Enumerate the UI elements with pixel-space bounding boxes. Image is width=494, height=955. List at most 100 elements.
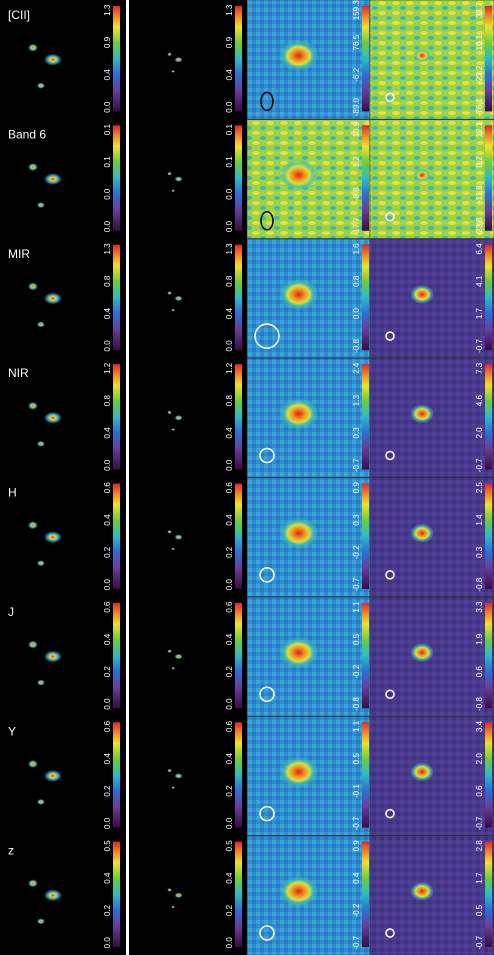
- colorbar-tick-label: 1.2: [352, 156, 361, 168]
- colorbar: [235, 244, 242, 351]
- colorbar-tick-label: 159.3: [352, 0, 361, 20]
- source: [278, 278, 319, 311]
- beam: [259, 567, 275, 583]
- beam: [259, 805, 275, 822]
- colorbar-tick-label: 0.0: [225, 340, 234, 352]
- colorbar-tick-label: 1.1: [352, 601, 361, 613]
- colorbar: [485, 483, 492, 589]
- colorbar: [362, 125, 369, 231]
- source: [174, 295, 183, 302]
- row-label: NIR: [8, 366, 29, 380]
- colorbar-tick-label: 0.4: [225, 427, 234, 439]
- colorbar-tick-label: 0.4: [225, 514, 234, 526]
- colorbar: [235, 602, 242, 709]
- beam: [385, 689, 395, 699]
- colorbar-tick-label: 1.7: [475, 307, 484, 319]
- colorbar-tick-label: 0.0: [225, 220, 234, 232]
- colorbar-tick-label: 0.4: [103, 427, 112, 439]
- colorbar-tick-label: 0.6: [103, 720, 112, 732]
- colorbar-tick-label: 0.0: [103, 698, 112, 710]
- colorbar-tick-label: -6.2: [352, 67, 361, 81]
- source: [36, 560, 45, 567]
- colorbar: [485, 6, 492, 112]
- source: [410, 523, 435, 543]
- source: [278, 39, 319, 72]
- colorbar-tick-label: -11.8: [475, 185, 484, 203]
- beam: [254, 323, 280, 349]
- colorbar-tick-label: 0.5: [103, 840, 112, 852]
- source: [174, 176, 183, 182]
- colorbar-tick-label: 0.3: [352, 427, 361, 439]
- colorbar-tick-label: 0.4: [352, 872, 361, 884]
- colorbar-tick-label: 0.2: [225, 546, 234, 558]
- colorbar-tick-label: 2.8: [475, 840, 484, 852]
- colorbar: [362, 364, 369, 470]
- row-label: MIR: [8, 247, 30, 261]
- colorbar-tick-label: 0.0: [103, 220, 112, 232]
- colorbar-tick-label: 0.4: [225, 633, 234, 645]
- colorbar-tick-label: 0.0: [225, 937, 234, 949]
- source: [171, 428, 175, 431]
- beam: [385, 331, 395, 341]
- beam: [260, 91, 274, 112]
- colorbar-tick-label: -0.7: [475, 458, 484, 472]
- colorbar-tick-label: 0.6: [225, 482, 234, 494]
- colorbar: [362, 244, 369, 351]
- colorbar-tick-label: 1.4: [475, 514, 484, 526]
- colorbar-tick-label: 0.0: [103, 340, 112, 352]
- colorbar: [113, 602, 120, 709]
- colorbar-tick-label: 0.8: [352, 275, 361, 287]
- colorbar-tick-label: -89.0: [352, 97, 361, 116]
- source: [36, 918, 45, 925]
- colorbar-tick-label: -0.7: [475, 338, 484, 352]
- colorbar-tick-label: 0.0: [103, 188, 112, 200]
- beam: [385, 808, 395, 819]
- row-label: Band 6: [8, 127, 46, 141]
- source: [167, 649, 172, 653]
- source: [174, 415, 183, 421]
- colorbar-tick-label: 0.4: [225, 753, 234, 765]
- beam: [259, 686, 275, 702]
- colorbar-tick-label: 0.0: [225, 698, 234, 710]
- row-label: [CII]: [8, 8, 30, 22]
- colorbar-tick-label: 2.4: [352, 362, 361, 374]
- colorbar-tick-label: 0.5: [225, 840, 234, 852]
- source: [167, 410, 172, 415]
- colorbar: [362, 722, 369, 828]
- source: [43, 292, 62, 305]
- source: [171, 70, 175, 73]
- colorbar-tick-label: -0.7: [475, 816, 484, 830]
- source: [174, 773, 183, 779]
- source: [278, 517, 319, 550]
- source: [410, 762, 435, 782]
- beam: [259, 447, 275, 464]
- colorbar-tick-label: -23.8: [475, 217, 484, 236]
- colorbar-tick-label: 0.2: [225, 904, 234, 916]
- colorbar-tick-label: 0.4: [103, 872, 112, 884]
- beam: [385, 212, 395, 222]
- source: [410, 284, 435, 305]
- colorbar-tick-label: 1.9: [475, 633, 484, 645]
- colorbar-tick-label: -0.2: [352, 545, 361, 559]
- colorbar-tick-label: 0.4: [103, 753, 112, 765]
- colorbar-tick-label: -0.8: [352, 338, 361, 352]
- colorbar-tick-label: 0.5: [352, 633, 361, 645]
- colorbar-tick-label: 1.2: [225, 362, 234, 374]
- colorbar-tick-label: 0.8: [225, 275, 234, 287]
- source: [410, 881, 435, 901]
- source: [36, 679, 45, 686]
- colorbar-tick-label: 1.3: [352, 395, 361, 407]
- colorbar-tick-label: -17.7: [352, 217, 361, 236]
- colorbar: [113, 6, 120, 112]
- source: [27, 640, 38, 649]
- source: [174, 56, 183, 63]
- source: [174, 534, 183, 540]
- beam: [260, 211, 274, 231]
- colorbar-tick-label: 1.1: [352, 720, 361, 732]
- source: [174, 653, 183, 660]
- colorbar-tick-label: -0.2: [352, 903, 361, 917]
- source: [167, 291, 172, 295]
- source: [167, 768, 172, 773]
- source: [410, 642, 435, 663]
- colorbar: [113, 125, 120, 231]
